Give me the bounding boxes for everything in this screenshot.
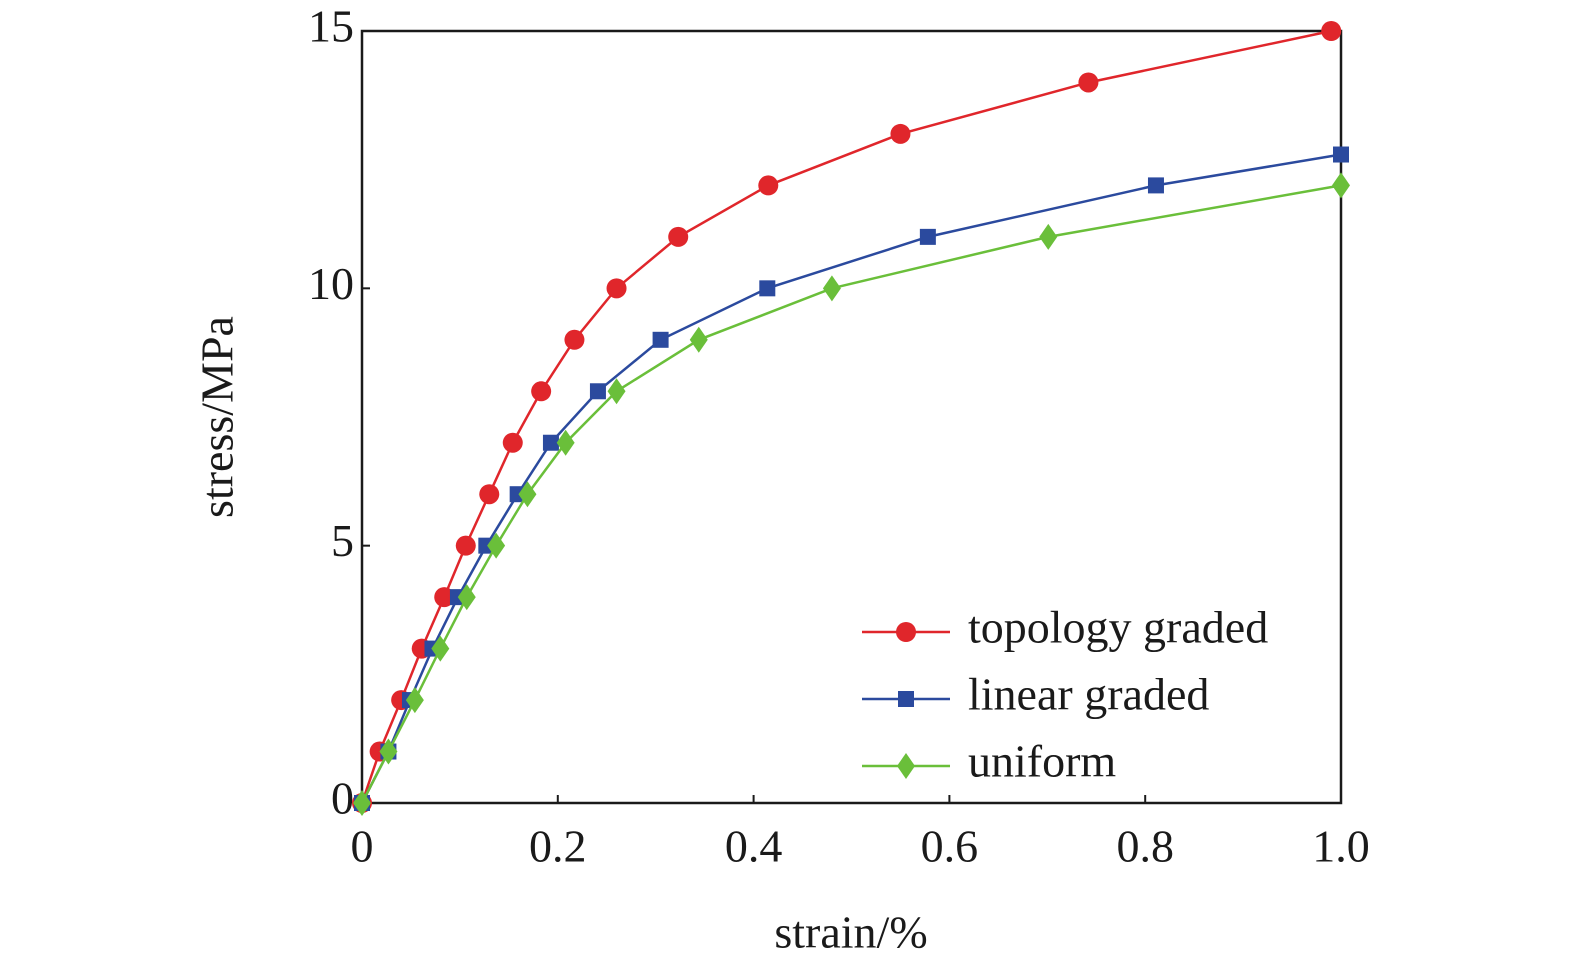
marker (759, 280, 776, 297)
marker (353, 790, 371, 816)
legend-label: linear graded (968, 669, 1209, 720)
marker (542, 434, 559, 451)
x-tick-label: 1.0 (1312, 821, 1370, 872)
legend-label: uniform (968, 736, 1116, 787)
marker (457, 584, 476, 611)
marker (1321, 21, 1342, 41)
marker (1039, 223, 1058, 250)
x-tick-label: 0.6 (921, 821, 979, 872)
marker (668, 226, 689, 247)
y-axis-label: stress/MPa (192, 316, 243, 518)
marker (606, 278, 627, 299)
marker (455, 535, 476, 556)
marker (890, 123, 911, 144)
marker (431, 635, 450, 662)
series-line (360, 29, 1332, 804)
marker (502, 432, 523, 453)
marker (919, 228, 936, 245)
legend-marker (897, 753, 915, 779)
marker (1333, 146, 1349, 163)
marker (479, 484, 500, 505)
marker (556, 429, 575, 456)
marker (487, 532, 506, 559)
marker (607, 378, 626, 405)
y-tick-label: 5 (331, 515, 354, 566)
marker (379, 738, 398, 765)
marker (434, 587, 455, 608)
legend-marker (898, 691, 914, 707)
marker (758, 175, 779, 196)
legend-label: topology graded (968, 602, 1268, 653)
marker (564, 329, 585, 350)
plot-frame (360, 29, 1343, 805)
marker (822, 275, 841, 302)
legend-marker (896, 622, 916, 642)
marker (405, 687, 424, 714)
x-tick-label: 0 (351, 821, 374, 872)
marker (518, 481, 537, 508)
marker (589, 383, 606, 400)
x-axis-label: strain/% (774, 907, 927, 958)
y-tick-label: 0 (331, 773, 354, 824)
marker (1078, 72, 1099, 93)
x-tick-label: 0.8 (1116, 821, 1174, 872)
x-tick-label: 0.2 (529, 821, 587, 872)
y-tick-label: 15 (308, 1, 354, 52)
marker (531, 381, 552, 402)
x-tick-label: 0.4 (725, 821, 783, 872)
y-tick-label: 10 (308, 258, 354, 309)
marker (689, 326, 708, 353)
marker (1332, 172, 1350, 199)
marker (1147, 177, 1164, 194)
marker (652, 331, 669, 348)
